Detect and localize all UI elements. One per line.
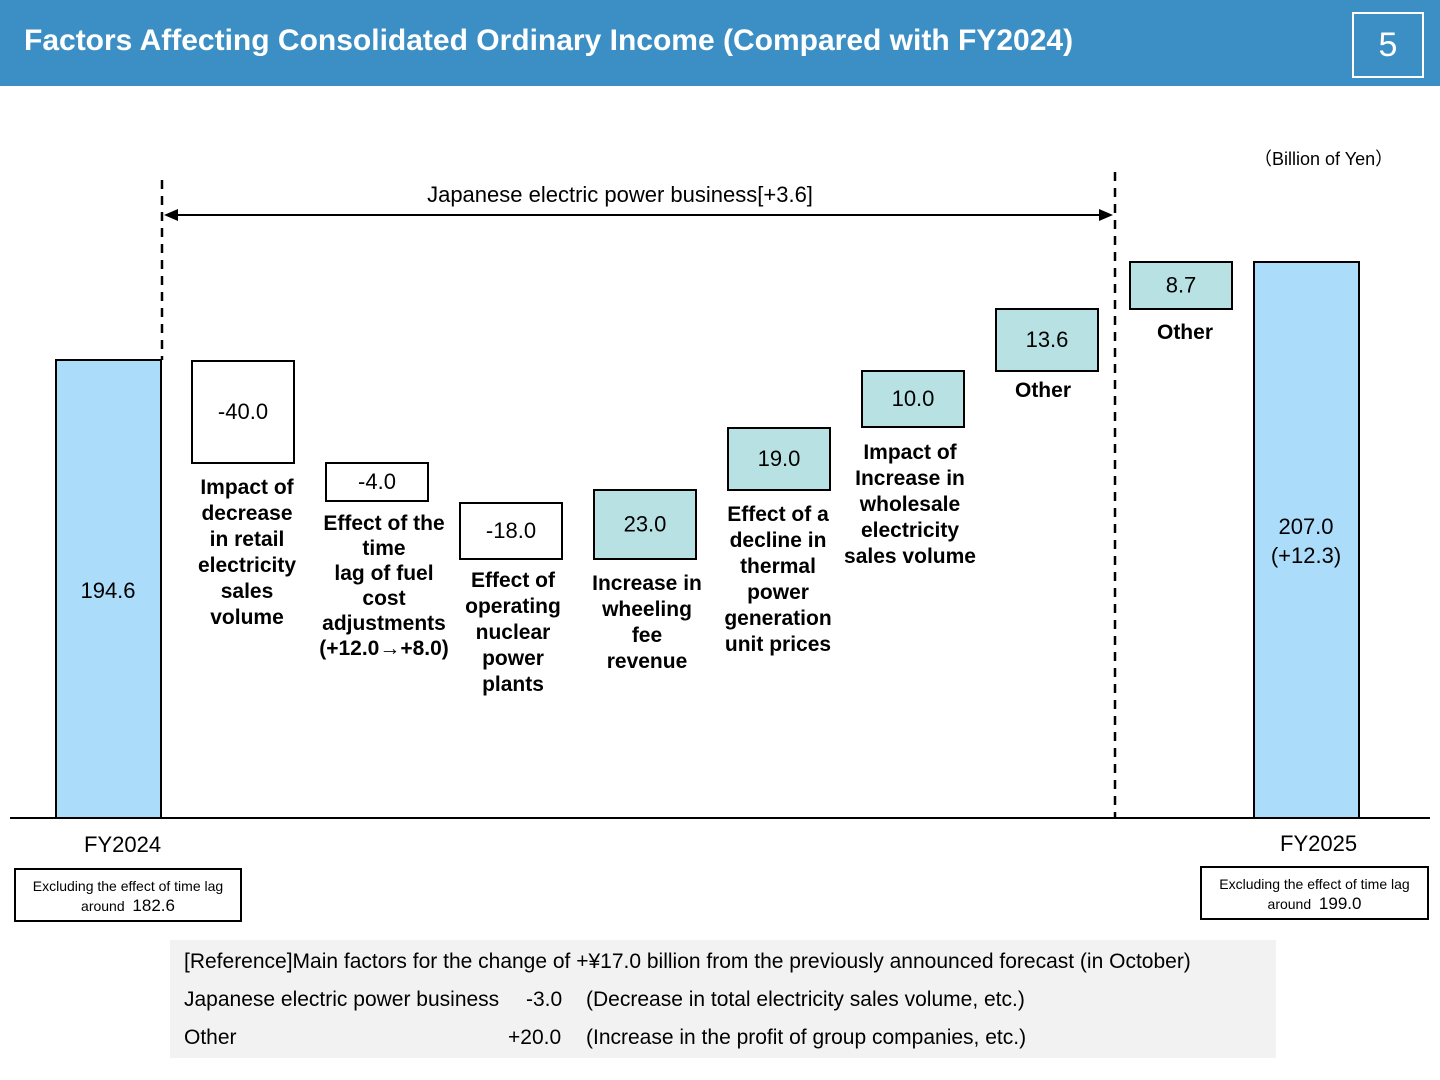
step-label-wheeling-line-4: revenue	[606, 650, 688, 673]
step-value-thermal: 19.0	[758, 446, 801, 471]
reference-row-2-note: (Increase in the profit of group compani…	[586, 1026, 1027, 1049]
segment-label: Japanese electric power business[+3.6]	[427, 182, 813, 207]
step-label-other1: Other	[963, 378, 1123, 404]
step-label-retail-line-4: electricity	[197, 554, 297, 577]
step-label-thermal-line-2: decline in	[729, 529, 827, 552]
bar-value-fy2025: 207.0	[1278, 514, 1333, 539]
slide-header: Factors Affecting Consolidated Ordinary …	[0, 0, 1440, 86]
step-box-wholesale	[861, 370, 965, 428]
step-box-wheeling	[593, 489, 697, 560]
step-label-nuclear: Effect of operating nuclear power plants	[433, 568, 593, 698]
step-label-timelag-line-6: (+12.0→+8.0)	[319, 637, 449, 660]
page-number: 5	[1352, 12, 1424, 78]
step-box-other2	[1129, 261, 1233, 310]
tick-label-fy2024: FY2024	[84, 832, 162, 857]
bar-fy2024	[55, 359, 162, 819]
step-label-thermal-line-3: thermal	[740, 555, 816, 578]
bar-change-fy2025: (+12.3)	[1271, 543, 1341, 568]
step-label-nuclear-line-3: nuclear	[475, 621, 551, 644]
reference-row-1-label: Japanese electric power business	[184, 988, 500, 1011]
step-box-nuclear	[459, 502, 563, 560]
step-label-nuclear-line-5: plants	[482, 673, 544, 696]
note-fy2024-prefix: around	[81, 898, 125, 914]
step-label-timelag-line-5: adjustments	[322, 612, 446, 635]
slide-title: Factors Affecting Consolidated Ordinary …	[24, 24, 1074, 57]
step-label-thermal-line-5: generation	[724, 607, 832, 630]
step-value-timelag: -4.0	[358, 469, 396, 494]
note-fy2024-value: 182.6	[132, 896, 175, 915]
unit-label: （Billion of Yen）	[1254, 149, 1394, 169]
bracket-arrow-left-head	[164, 209, 178, 221]
step-label-thermal: Effect of a decline in thermal power generat…	[698, 502, 858, 658]
step-label-nuclear-line-4: power	[482, 647, 544, 670]
step-label-thermal-line-4: power	[747, 581, 809, 604]
step-box-other1	[995, 308, 1099, 372]
reference-row-1-note: (Decrease in total electricity sales vol…	[586, 988, 1025, 1011]
step-box-retail	[191, 360, 295, 464]
reference-box: [Reference]Main factors for the change o…	[170, 940, 1276, 1058]
reference-row-2-label: Other	[184, 1026, 237, 1049]
step-label-other1-line-1: Other	[1014, 379, 1071, 402]
step-label-retail-line-3: in retail	[209, 528, 285, 551]
step-label-retail-line-2: decrease	[201, 502, 293, 525]
step-value-nuclear: -18.0	[486, 518, 536, 543]
bar-value-fy2024: 194.6	[80, 578, 135, 603]
step-label-retail-line-1: Impact of	[200, 476, 294, 499]
step-label-wheeling: Increase in wheeling fee revenue	[567, 571, 727, 675]
step-label-retail-line-6: volume	[210, 606, 284, 629]
step-label-wholesale-line-3: wholesale	[859, 493, 961, 516]
reference-row-2-value: +20.0	[508, 1026, 562, 1049]
note-fy2025-line1: Excluding the effect of time lag	[1219, 876, 1410, 892]
step-label-nuclear-line-2: operating	[465, 595, 561, 618]
note-fy2024: Excluding the effect of time lag around …	[14, 868, 242, 922]
step-label-timelag-line-2: time	[362, 537, 406, 560]
step-value-retail: -40.0	[218, 399, 268, 424]
step-value-other2: 8.7	[1166, 272, 1197, 297]
note-fy2025: Excluding the effect of time lag around …	[1200, 866, 1429, 920]
step-box-thermal	[727, 427, 831, 491]
step-box-timelag	[325, 462, 429, 502]
step-label-wheeling-line-3: fee	[631, 624, 663, 647]
reference-row-1-value: -3.0	[526, 988, 563, 1011]
step-label-wholesale-line-1: Impact of	[863, 441, 957, 464]
step-label-wheeling-line-2: wheeling	[602, 598, 692, 621]
step-label-timelag: Effect of the time lag of fuel cost adjustme…	[304, 511, 464, 661]
step-value-other1: 13.6	[1026, 327, 1069, 352]
note-fy2024-line1: Excluding the effect of time lag	[32, 878, 224, 894]
step-label-wholesale-line-4: electricity	[860, 519, 960, 542]
tick-label-fy2025: FY2025	[1280, 831, 1358, 856]
step-value-wheeling: 23.0	[624, 511, 667, 536]
step-label-thermal-line-1: Effect of a	[727, 503, 829, 526]
step-label-retail-line-5: sales	[220, 580, 274, 603]
step-label-other2-line-1: Other	[1156, 321, 1213, 344]
bracket-arrow-right-head	[1099, 209, 1113, 221]
note-fy2025-value: 199.0	[1318, 894, 1362, 913]
step-value-wholesale: 10.0	[892, 386, 935, 411]
step-label-timelag-line-3: lag of fuel	[334, 562, 434, 585]
step-label-nuclear-line-1: Effect of	[471, 569, 555, 592]
step-label-other2: Other	[1105, 320, 1265, 346]
note-fy2025-prefix: around	[1267, 896, 1312, 912]
step-label-timelag-line-1: Effect of the	[323, 512, 445, 535]
reference-title: [Reference]Main factors for the change o…	[184, 950, 1191, 973]
step-label-wholesale: Impact of Increase in wholesale electricity…	[830, 440, 990, 570]
step-label-retail: Impact of decrease in retail electricity sal…	[167, 475, 327, 631]
step-label-thermal-line-6: unit prices	[724, 633, 832, 656]
step-label-wheeling-line-1: Increase in	[592, 572, 702, 595]
step-label-wholesale-line-2: Increase in	[855, 467, 965, 490]
step-label-wholesale-line-5: sales volume	[844, 545, 976, 568]
step-label-timelag-line-4: cost	[362, 587, 406, 610]
bar-fy2025	[1253, 261, 1360, 819]
